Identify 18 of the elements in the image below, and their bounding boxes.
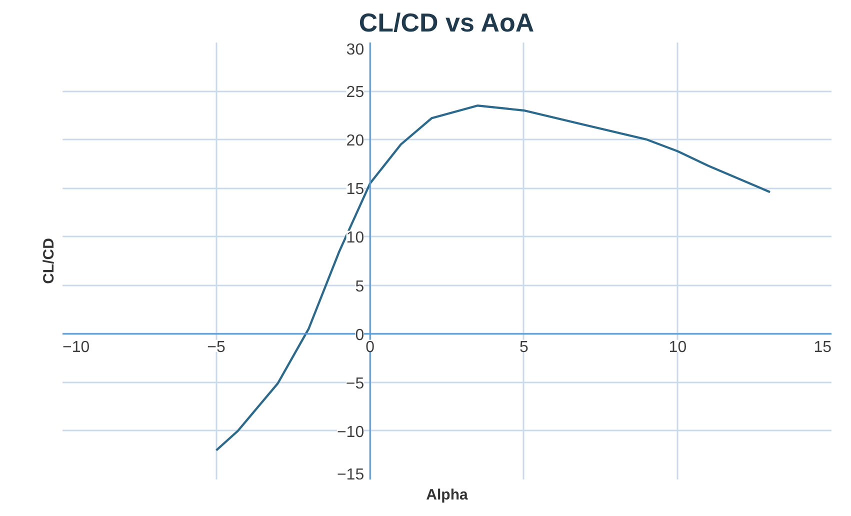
x-tick-label: −5 [207,338,226,356]
y-tick-label: −5 [346,375,364,392]
y-tick-label: 10 [346,230,364,247]
x-tick-label: −10 [62,338,90,356]
y-tick-label: −15 [336,466,364,484]
x-tick-label: 15 [814,338,832,356]
x-tick-label: 5 [519,338,528,356]
chart-title: CL/CD vs AoA [358,8,534,38]
y-axis-title: CL/CD [40,238,58,284]
y-tick-label: 30 [346,42,364,58]
y-tick-label: −10 [336,424,364,441]
y-tick-label: 20 [346,132,364,150]
y-tick-label: 15 [346,181,364,198]
x-axis-title: Alpha [426,486,468,504]
y-tick-label: 5 [355,278,364,296]
y-tick-label: 0 [355,326,364,344]
y-tick-label: 25 [346,84,364,102]
x-tick-label: 10 [668,338,687,356]
